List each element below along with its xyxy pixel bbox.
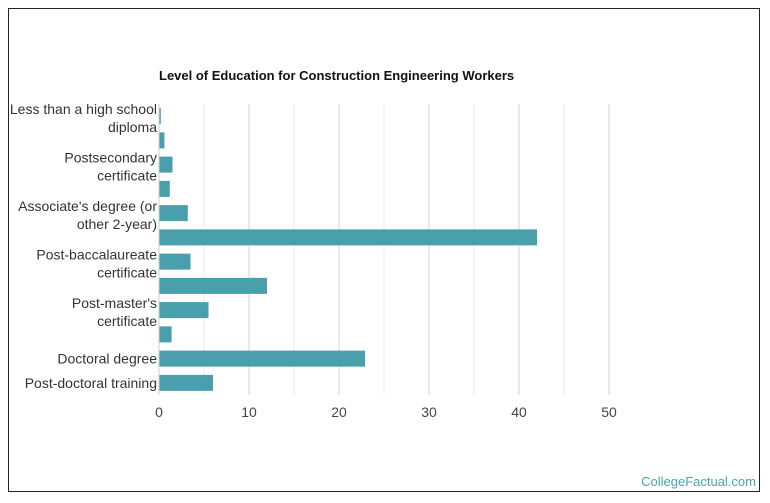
category-label: Doctoral degree — [57, 351, 157, 367]
category-label: Postsecondary — [64, 150, 157, 166]
x-tick-label: 10 — [241, 404, 257, 420]
gridlines — [203, 104, 610, 395]
category-label: certificate — [97, 313, 157, 329]
bar — [159, 132, 165, 149]
x-tick-labels: 0 10 20 30 40 50 — [155, 404, 617, 420]
category-label: Post-doctoral training — [25, 375, 157, 391]
category-label: diploma — [108, 119, 157, 135]
x-tick-label: 50 — [601, 404, 617, 420]
x-tick-label: 20 — [331, 404, 347, 420]
category-label: other 2-year) — [77, 216, 157, 232]
bars — [159, 108, 537, 391]
x-tick-label: 40 — [511, 404, 527, 420]
category-label: certificate — [97, 168, 157, 184]
college-factual-watermark[interactable]: CollegeFactual.com — [641, 474, 756, 489]
category-label: Post-baccalaureate — [36, 247, 157, 263]
category-label: certificate — [97, 265, 157, 281]
bar — [159, 108, 161, 125]
bar — [159, 205, 188, 222]
bar — [159, 156, 173, 173]
chart-title: Level of Education for Construction Engi… — [159, 68, 515, 83]
bar — [159, 277, 267, 294]
x-tick-label: 0 — [155, 404, 163, 420]
bar — [159, 229, 537, 246]
category-label: Post-master's — [72, 295, 157, 311]
category-label: Less than a high school — [10, 101, 157, 117]
bar — [159, 350, 366, 367]
bar — [159, 253, 191, 270]
bar — [159, 180, 170, 197]
bar — [159, 326, 172, 343]
category-label: Associate's degree (or — [18, 198, 157, 214]
bar — [159, 374, 213, 391]
x-tick-label: 30 — [421, 404, 437, 420]
bar — [159, 302, 209, 319]
category-labels: Less than a high school diploma Postsecond… — [10, 101, 157, 391]
